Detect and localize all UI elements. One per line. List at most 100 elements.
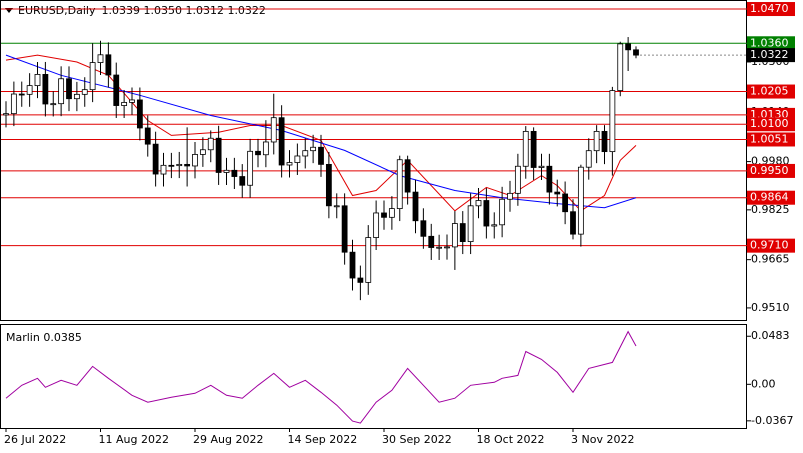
candle-body: [625, 43, 632, 51]
candle-body: [270, 117, 277, 143]
indicator-panel: [0, 324, 747, 429]
candle-body: [160, 164, 167, 175]
candle-body: [207, 137, 214, 151]
candle-body: [436, 246, 443, 249]
candle-body: [585, 150, 592, 168]
candle-body: [247, 150, 254, 186]
level-box: [747, 132, 795, 147]
candle-body: [412, 191, 419, 222]
candle-body: [451, 223, 458, 248]
candle-body: [577, 166, 584, 235]
candle-body: [89, 62, 96, 91]
level-label: 1.0360: [750, 36, 789, 49]
candle-body: [404, 159, 411, 193]
candle-body: [601, 130, 608, 153]
candle-body: [105, 54, 112, 76]
candle-body: [318, 146, 324, 165]
level-label: 0.9950: [750, 164, 789, 177]
candle-body: [538, 165, 545, 168]
candle-body: [184, 163, 191, 167]
candle-body: [121, 102, 128, 106]
candle-body: [81, 89, 88, 95]
candle-body: [475, 200, 482, 207]
candle-body: [302, 150, 309, 157]
candle-body: [444, 246, 450, 249]
x-tick-label: 14 Sep 2022: [288, 433, 358, 446]
candle-body: [341, 205, 348, 253]
level-label: 1.0100: [750, 117, 789, 130]
y-tick-label: -0.0367: [751, 414, 793, 427]
y-tick-label: 0.9825: [751, 203, 790, 216]
candle-body: [325, 163, 332, 207]
x-tick-label: 29 Aug 2022: [193, 433, 263, 446]
candle-body: [483, 200, 490, 227]
level-label: 1.0051: [750, 132, 789, 145]
candle-body: [381, 212, 387, 218]
candle-body: [349, 251, 356, 279]
x-tick-label: 11 Aug 2022: [99, 433, 169, 446]
symbol-title: EURUSD,Daily 1.0339 1.0350 1.0312 1.0322: [18, 4, 266, 17]
y-tick-label: 0.9665: [751, 253, 790, 266]
symbol: EURUSD,Daily: [18, 4, 96, 17]
candle-body: [507, 192, 513, 200]
candle-body: [593, 130, 600, 152]
oscillator-line: [5, 330, 637, 424]
candle-body: [609, 90, 616, 153]
candle-body: [239, 176, 246, 186]
level-box: [747, 36, 795, 51]
candle-body: [388, 208, 395, 218]
candle-body: [42, 74, 49, 105]
candle-body: [546, 165, 553, 193]
level-box: [747, 84, 795, 99]
x-tick-label: 30 Sep 2022: [382, 433, 452, 446]
candle-body: [136, 99, 143, 129]
candle-body: [58, 78, 65, 105]
level-label: 1.0470: [750, 2, 789, 15]
candle-body: [459, 223, 466, 243]
candle-body: [530, 130, 537, 168]
candle-body: [97, 54, 104, 63]
candle-body: [192, 154, 198, 167]
candle-body: [562, 193, 569, 213]
candle-body: [396, 159, 403, 210]
candle-body: [255, 150, 261, 156]
level-box: [747, 2, 795, 17]
candle-body: [514, 165, 521, 194]
candle-body: [199, 149, 206, 155]
candle-body: [420, 220, 427, 237]
candle-body: [176, 163, 183, 167]
candle-body: [34, 74, 41, 87]
y-tick-label: 0.9510: [751, 301, 790, 314]
candle-body: [286, 162, 293, 166]
candle-body: [278, 117, 285, 166]
level-box: [747, 190, 795, 205]
candle-body: [365, 237, 372, 283]
level-box: [747, 117, 795, 132]
candle-body: [152, 143, 159, 175]
candle-body: [333, 205, 340, 208]
current-price-box: [747, 48, 795, 63]
candle-body: [215, 137, 222, 173]
candle-body: [113, 74, 120, 106]
candle-body: [310, 146, 317, 152]
candle-body: [499, 198, 506, 226]
candle-body: [357, 277, 364, 283]
candle-body: [554, 191, 561, 195]
level-label: 1.0205: [750, 85, 789, 98]
level-box: [747, 163, 795, 178]
candle-body: [144, 127, 151, 145]
indicator-title: Marlin 0.0385: [6, 331, 82, 344]
candle-body: [633, 49, 639, 56]
candle-body: [428, 235, 435, 248]
candle-body: [73, 93, 80, 100]
x-tick-label: 26 Jul 2022: [4, 433, 66, 446]
candle-body: [570, 211, 576, 235]
candle-body: [66, 78, 72, 100]
candle-body: [223, 169, 230, 173]
candle-body: [50, 103, 57, 106]
candle-body: [373, 212, 380, 238]
candle-body: [262, 141, 269, 156]
candle-body: [26, 85, 33, 95]
y-tick-label: 0.0483: [751, 329, 790, 342]
